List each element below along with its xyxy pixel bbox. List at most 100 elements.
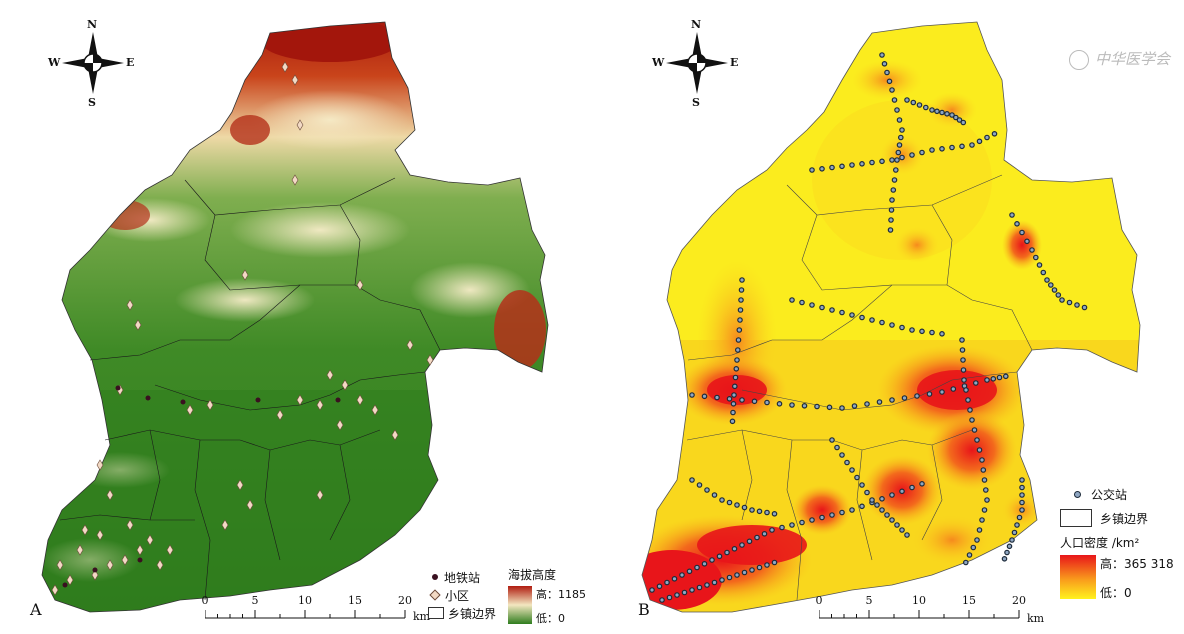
scale-bar-ruler bbox=[205, 610, 406, 619]
bus-stop-dot bbox=[711, 579, 718, 586]
bus-stop-dot bbox=[1029, 247, 1035, 253]
bus-stop-dot bbox=[801, 402, 808, 409]
bus-stop-dot bbox=[799, 299, 805, 306]
bus-stop-dot bbox=[909, 327, 915, 333]
bus-stop-dot bbox=[1036, 262, 1043, 268]
bus-stop-dot bbox=[734, 502, 740, 508]
compass-rose-icon bbox=[62, 32, 124, 94]
bus-stop-dot bbox=[779, 524, 785, 531]
bus-stop-dot bbox=[739, 277, 745, 283]
bus-stop-dot bbox=[896, 142, 903, 148]
bus-stop-dot bbox=[929, 107, 935, 113]
bus-stop-dot bbox=[980, 467, 987, 473]
community-diamond-icon bbox=[429, 589, 441, 601]
bus-stop-dot bbox=[716, 553, 723, 560]
bus-stop-dot bbox=[874, 502, 880, 508]
compass-w-label: W bbox=[652, 56, 665, 69]
bus-stop-dot bbox=[887, 227, 894, 233]
elevation-low-label: 低：0 bbox=[536, 612, 565, 625]
township-boundaries bbox=[686, 174, 1033, 601]
scale-tick-label: 5 bbox=[865, 594, 873, 607]
compass-s-label: S bbox=[88, 96, 96, 109]
elevation-map-panel: N S W E A 0 5 10 15 20 km 地铁站 小区 bbox=[30, 18, 586, 625]
metro-station-icon bbox=[432, 574, 438, 580]
scale-unit: km bbox=[1027, 612, 1045, 625]
bus-stop-dot bbox=[879, 495, 885, 502]
bus-stop-dot bbox=[730, 400, 737, 407]
bus-stop-dot bbox=[929, 329, 935, 336]
bus-stop-dot bbox=[959, 347, 966, 353]
bus-stop-dot bbox=[829, 437, 835, 443]
district-outline bbox=[641, 21, 1141, 613]
bus-stop-dot bbox=[1047, 282, 1054, 288]
bus-stop-dot bbox=[789, 402, 795, 408]
bus-stop-dot bbox=[966, 552, 973, 558]
bus-stop-dot bbox=[982, 487, 989, 493]
bus-stop-dot bbox=[686, 568, 693, 575]
bus-stop-dot bbox=[1066, 299, 1073, 306]
compass-rose-icon bbox=[666, 32, 728, 94]
bus-stop-dot bbox=[1004, 549, 1010, 556]
bus-stop-dot bbox=[732, 374, 739, 381]
bus-stop-dot bbox=[737, 317, 743, 323]
bus-stop-dot bbox=[764, 399, 770, 406]
density-high-label: 高：365 318 bbox=[1100, 557, 1174, 571]
bus-stop-dot bbox=[889, 87, 895, 93]
bus-stop-icon bbox=[1074, 490, 1081, 498]
bus-stop-markers bbox=[649, 52, 1088, 603]
compass-s-label: S bbox=[692, 96, 700, 109]
bus-stop-dot bbox=[731, 392, 737, 398]
bus-stop-dot bbox=[809, 302, 815, 308]
bus-stop-dot bbox=[909, 484, 915, 491]
bus-stop-dot bbox=[1009, 212, 1015, 218]
bus-stop-dot bbox=[984, 377, 990, 383]
bus-stop-dot bbox=[719, 497, 725, 503]
bus-stop-dot bbox=[664, 579, 670, 586]
bus-stop-dot bbox=[960, 119, 967, 126]
watermark-logo-icon bbox=[1068, 50, 1089, 70]
bus-stop-dot bbox=[899, 324, 905, 331]
scale-tick-label: 15 bbox=[348, 594, 362, 607]
bus-stop-dot bbox=[756, 564, 763, 571]
bus-stop-dot bbox=[771, 510, 778, 517]
bus-stop-dot bbox=[984, 134, 990, 141]
density-low-label: 低：0 bbox=[1100, 586, 1132, 600]
bus-stop-dot bbox=[899, 127, 905, 133]
scale-tick-label: 15 bbox=[962, 594, 976, 607]
bus-stop-dot bbox=[724, 549, 730, 556]
bus-stop-dot bbox=[761, 530, 768, 537]
bus-stop-dot bbox=[922, 104, 929, 111]
bus-stop-dot bbox=[1006, 543, 1013, 550]
bus-stop-dot bbox=[916, 102, 923, 108]
bus-stop-dot bbox=[976, 527, 983, 533]
density-color-ramp bbox=[1060, 555, 1096, 599]
bus-stop-dot bbox=[991, 131, 998, 137]
bus-stop-dot bbox=[890, 187, 897, 193]
bus-stop-dot bbox=[919, 480, 925, 487]
elevation-map bbox=[41, 21, 549, 613]
bus-stop-dot bbox=[1014, 522, 1020, 528]
bus-stop-dot bbox=[1059, 297, 1065, 303]
watermark-text: 中华医学会 bbox=[1094, 50, 1170, 68]
bus-stop-dot bbox=[834, 444, 840, 451]
bus-stop-dot bbox=[696, 482, 703, 488]
bus-stop-dot bbox=[749, 507, 755, 513]
boundary-box-icon bbox=[1060, 509, 1092, 527]
bus-stop-dot bbox=[904, 97, 910, 103]
bus-stop-dot bbox=[1044, 277, 1050, 283]
bus-stop-dot bbox=[895, 149, 902, 156]
bus-stop-dot bbox=[849, 467, 855, 473]
elevation-high-label: 高：1185 bbox=[536, 588, 586, 601]
bus-stop-dot bbox=[897, 134, 904, 141]
legend-metro-label: 地铁站 bbox=[444, 570, 481, 585]
bus-stop-dot bbox=[976, 138, 983, 145]
bus-stop-dot bbox=[1032, 254, 1039, 261]
bus-stop-dot bbox=[735, 337, 742, 343]
bus-stop-dot bbox=[826, 404, 833, 411]
bus-stop-dot bbox=[689, 392, 695, 398]
bus-stop-dot bbox=[1019, 499, 1025, 506]
compass-n-label: N bbox=[87, 18, 98, 31]
bus-stop-dot bbox=[733, 365, 740, 372]
bus-stop-dot bbox=[732, 383, 738, 390]
bus-stop-dot bbox=[1019, 484, 1025, 491]
